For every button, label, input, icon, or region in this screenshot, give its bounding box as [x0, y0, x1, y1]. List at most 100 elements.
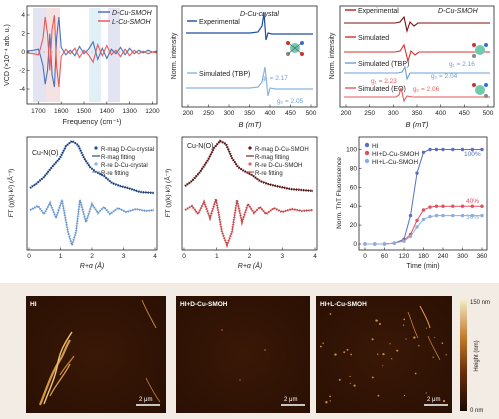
- tht-point-0: [415, 171, 419, 175]
- tht-point-1: [421, 208, 426, 212]
- afm-l-speck: [322, 342, 324, 344]
- afm-l-speck: [349, 375, 351, 378]
- epr-l-x-tick-label: 350: [412, 110, 423, 117]
- epr-l-exp-curve: [344, 15, 490, 34]
- epr-d-g1: g₁ = 2.17: [262, 75, 288, 82]
- epr-l-molecule-icon-2: [472, 83, 488, 98]
- tht-x-ticks: 0 60 120 180 240 300 360: [363, 247, 488, 260]
- afm-l-speck: [371, 376, 374, 379]
- vcd-y-tick-label: -4: [19, 86, 25, 93]
- vcd-frame: [26, 5, 158, 105]
- exafs-d-x-tick-label: 3: [122, 253, 126, 260]
- tht-legend-marker-d: [364, 150, 370, 156]
- afm-l-fibril-3: [427, 335, 441, 361]
- afm-l-speck: [375, 319, 378, 322]
- tht-end-label-d: 40%: [466, 198, 479, 205]
- exafs-d-panel: Cu-N(O) R-mag D-Cu-crystal R-mag fitting…: [6, 136, 158, 270]
- vcd-legend-l: L-Cu-SMOH: [112, 19, 151, 26]
- tht-end-label-l: 30%: [466, 214, 479, 221]
- epr-d-x-tick-label: 350: [244, 110, 255, 117]
- afm-l-speck: [319, 345, 322, 348]
- vcd-x-tick-label: 1400: [100, 108, 115, 115]
- vcd-band-4: [108, 8, 120, 102]
- epr-l-sim-curve: [344, 43, 490, 64]
- tht-point-1: [415, 218, 419, 223]
- epr-l-x-tick-label: 200: [341, 110, 352, 117]
- afm-l-speck: [418, 345, 420, 347]
- epr-l-g2-eo: g₂ = 2.06: [413, 86, 440, 93]
- epr-d-panel: D-Cu-crystal Experimental Simulated (TBP…: [171, 5, 318, 129]
- exafs-l-legend-1: R-mag D-Cu-SMOH: [255, 147, 309, 153]
- afm-l-speck: [371, 338, 374, 341]
- tht-point-2: [373, 242, 377, 246]
- afm-d-speck-2: [264, 349, 266, 351]
- exafs-d-ylabel: FT (χ(k)·k²) (Å⁻³): [6, 169, 15, 218]
- afm-image-d-frame: [176, 296, 310, 413]
- tht-x-tick-label: 180: [418, 253, 429, 260]
- afm-hi-label: HI: [30, 301, 37, 308]
- afm-image-hi: HI 2 μm: [26, 296, 166, 413]
- tht-point-2: [363, 242, 367, 246]
- epr-l-x-ticks: 200 250 300 350 400 450 500: [341, 104, 494, 117]
- afm-l-speck: [329, 400, 331, 402]
- exafs-l-xlabel: R+α (Å): [238, 261, 262, 270]
- vcd-series-line-1: [26, 15, 158, 88]
- afm-l-speck: [396, 349, 399, 352]
- tht-xlabel: Time (min): [406, 263, 439, 270]
- afm-l-speck: [343, 351, 346, 354]
- exafs-d-x-ticks: 0 1 2 3 4: [27, 247, 157, 260]
- afm-image-hi-frame: [26, 296, 166, 413]
- afm-l-speck: [377, 394, 380, 397]
- afm-l-speck: [391, 358, 393, 360]
- tht-point-0: [470, 147, 474, 152]
- vcd-y-tick-label: 0: [21, 49, 25, 56]
- epr-d-x-tick-label: 300: [224, 110, 235, 117]
- tht-panel: HI HI+D-Cu-SMOH HI+L-Cu-SMOH 100% 40% 30…: [336, 136, 488, 270]
- afm-l-fibril-1: [419, 305, 431, 329]
- vcd-xlabel: Frequency (cm⁻¹): [63, 117, 122, 126]
- exafs-l-legend-4: R-re fitting: [255, 171, 283, 177]
- tht-point-1: [441, 204, 445, 208]
- tht-legend-marker-l: [364, 158, 370, 164]
- afm-l-speck: [329, 395, 332, 398]
- tht-point-0: [408, 213, 413, 218]
- afm-l-speck: [325, 401, 328, 404]
- afm-l-speck: [445, 354, 447, 356]
- exafs-l-label: Cu-N(O): [187, 143, 213, 150]
- tht-series-group: [363, 147, 484, 246]
- vcd-x-tick-label: 1300: [122, 108, 137, 115]
- exafs-d-re-fit: [29, 198, 155, 247]
- exafs-d-label: Cu-N(O): [32, 150, 58, 157]
- afm-l-speck: [350, 353, 353, 356]
- vcd-x-tick-label: 1200: [145, 108, 160, 115]
- tht-point-2: [434, 213, 439, 218]
- tht-legend-d: HI+D-Cu-SMOH: [372, 151, 419, 158]
- afm-l-speck-group: [319, 313, 447, 404]
- exafs-d-legend-marker-1: [94, 146, 98, 150]
- epr-l-legend-tbp: Simulated (TBP): [358, 61, 409, 68]
- tht-legend: HI HI+D-Cu-SMOH HI+L-Cu-SMOH: [364, 142, 419, 166]
- exafs-d-mag-fit: [29, 140, 155, 194]
- exafs-l-x-tick-label: 4: [313, 253, 317, 260]
- afm-l-speck: [425, 392, 427, 394]
- tht-x-tick-label: 300: [457, 253, 468, 260]
- exafs-l-x-tick-label: 3: [280, 253, 284, 260]
- epr-l-title: D-Cu-SMOH: [438, 8, 479, 15]
- afm-colorbar-top: 150 nm: [470, 300, 490, 306]
- epr-l-x-tick-label: 300: [388, 110, 399, 117]
- afm-l-speck: [329, 313, 332, 315]
- epr-d-x-tick-label: 500: [306, 110, 317, 117]
- afm-l-speck: [346, 348, 349, 351]
- tht-point-1: [470, 204, 474, 208]
- vcd-panel: D-Cu-SMOH L-Cu-SMOH 1700 1600 1500 1400 1300…: [4, 5, 160, 126]
- exafs-l-panel: Cu-N(O) R-mag D-Cu-SMOH R-mag fitting R-…: [163, 136, 318, 270]
- tht-series-line-1: [365, 205, 482, 245]
- epr-l-ylabel: Norm. intensity: [329, 32, 336, 79]
- exafs-d-re-exp: [29, 195, 155, 250]
- afm-image-l: HI+L-Cu-SMOH 2 μm: [316, 296, 452, 413]
- afm-l-speck: [414, 372, 417, 375]
- tht-point-2: [480, 213, 484, 218]
- tht-point-2: [392, 241, 396, 245]
- tht-point-1: [451, 204, 455, 208]
